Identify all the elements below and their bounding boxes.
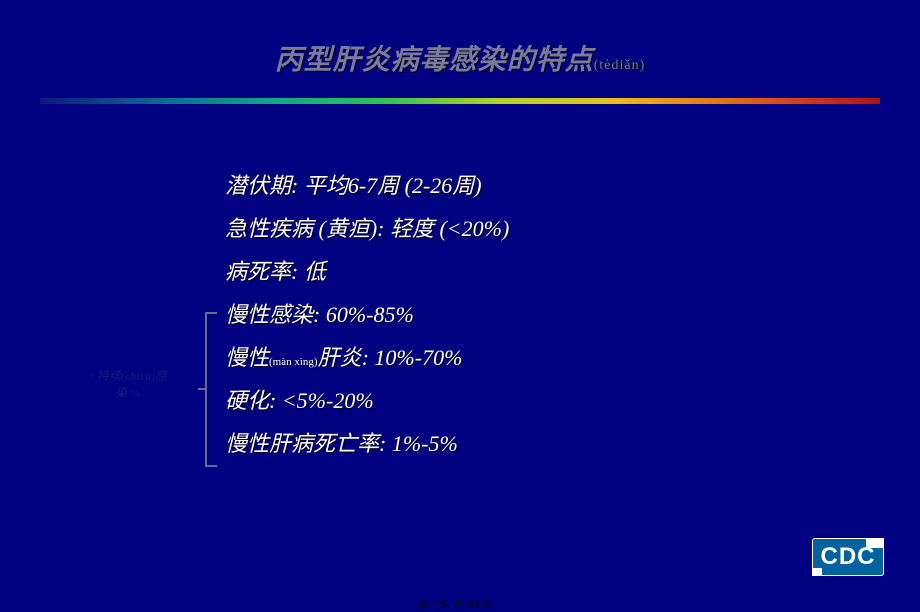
gradient-divider	[40, 98, 880, 104]
content-block: 潜伏期: 平均6-7周 (2-26周) 急性疾病 (黄疸): 轻度 (<20%)…	[225, 175, 509, 476]
bracket-mid-tick	[198, 388, 207, 390]
line-chronic-infection: 慢性感染: 60%-85%	[225, 304, 509, 326]
slide: 丙型肝炎病毒感染的特点(tèdiǎn) 潜伏期: 平均6-7周 (2-26周) …	[0, 0, 920, 612]
bracket-top-tick	[205, 312, 217, 314]
bracket-bottom-tick	[205, 465, 217, 467]
line-acute: 急性疾病 (黄疸): 轻度 (<20%)	[225, 218, 509, 240]
line-chronic-mortality: 慢性肝病死亡率: 1%-5%	[225, 433, 509, 455]
line-incubation: 潜伏期: 平均6-7周 (2-26周)	[225, 175, 509, 197]
bracket-side-label: * 持续(chíxù)感 染 %	[60, 368, 195, 402]
line-chronic-hepatitis: 慢性(màn xìng)肝炎: 10%-70%	[225, 347, 509, 369]
cdc-logo: CDC	[812, 538, 884, 576]
line-chronic-suffix: 肝炎: 10%-70%	[318, 345, 463, 370]
line-fatality: 病死率: 低	[225, 261, 509, 283]
side-label-line2: 染 %	[115, 386, 140, 400]
line-chronic-prefix: 慢性	[225, 345, 269, 370]
line-chronic-pinyin: (màn xìng)	[269, 356, 318, 368]
line-cirrhosis: 硬化: <5%-20%	[225, 390, 509, 412]
slide-title: 丙型肝炎病毒感染的特点(tèdiǎn)	[0, 0, 920, 78]
footer-page-note: 第二页，共四十页。	[0, 598, 920, 611]
side-label-line1: * 持续(chíxù)感	[88, 369, 167, 383]
title-pinyin: (tèdiǎn)	[594, 58, 646, 73]
title-main: 丙型肝炎病毒感染的特点	[275, 45, 594, 76]
